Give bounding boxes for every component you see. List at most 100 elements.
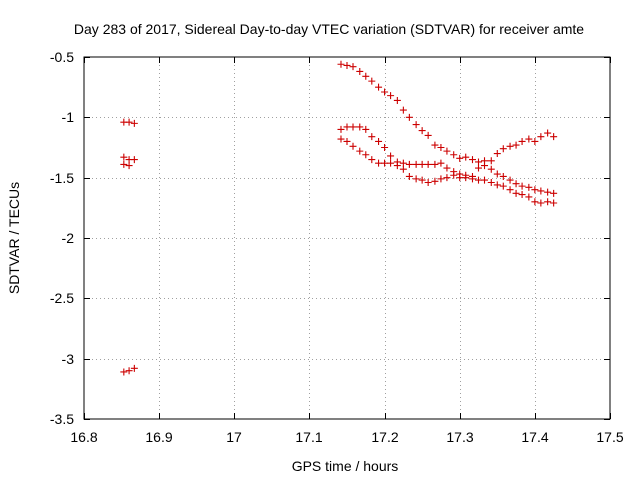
- data-point: [487, 165, 495, 173]
- data-point: [550, 189, 558, 197]
- data-point: [499, 145, 507, 153]
- data-point: [120, 368, 128, 376]
- data-point: [393, 162, 401, 170]
- data-point: [418, 160, 426, 168]
- data-point: [125, 118, 133, 126]
- data-point: [456, 174, 464, 182]
- data-point: [443, 147, 451, 155]
- data-point: [337, 60, 345, 68]
- data-point: [130, 156, 138, 164]
- data-point: [375, 159, 383, 167]
- data-point: [349, 63, 357, 71]
- x-tick-label: 17.2: [371, 429, 398, 445]
- data-point: [481, 162, 489, 170]
- data-point: [405, 172, 413, 180]
- data-point: [475, 176, 482, 184]
- data-point: [343, 61, 351, 69]
- data-point: [375, 83, 383, 91]
- data-point: [424, 131, 432, 139]
- series-6: [337, 123, 558, 197]
- data-point: [418, 127, 426, 135]
- data-points: [120, 60, 558, 376]
- data-point: [424, 160, 432, 168]
- data-point: [531, 186, 539, 194]
- data-point: [343, 123, 351, 131]
- data-point: [468, 156, 476, 164]
- data-point: [525, 135, 533, 143]
- data-point: [537, 199, 545, 207]
- y-tick-label: -2.5: [50, 290, 74, 306]
- data-point: [387, 159, 395, 167]
- chart-title: Day 283 of 2017, Sidereal Day-to-day VTE…: [74, 21, 584, 37]
- data-point: [499, 182, 507, 190]
- data-point: [456, 154, 464, 162]
- data-point: [506, 186, 514, 194]
- y-tick-label: -3.5: [50, 411, 74, 427]
- data-point: [462, 153, 470, 161]
- data-point: [437, 144, 445, 151]
- data-point: [412, 160, 420, 168]
- data-point: [337, 135, 345, 143]
- data-point: [443, 164, 451, 172]
- x-tick-label: 17.4: [521, 429, 548, 445]
- y-tick-label: -1.5: [50, 170, 74, 186]
- data-point: [531, 137, 539, 145]
- data-point: [531, 198, 539, 206]
- x-tick-label: 17.3: [446, 429, 473, 445]
- axis-ticks: [84, 57, 611, 420]
- data-point: [512, 189, 520, 197]
- data-point: [487, 157, 495, 165]
- data-point: [393, 96, 401, 104]
- data-point: [130, 364, 138, 372]
- data-point: [431, 160, 439, 168]
- data-point: [437, 159, 445, 167]
- x-tick-label: 16.9: [145, 429, 172, 445]
- data-point: [356, 123, 364, 131]
- data-point: [512, 141, 520, 149]
- data-point: [518, 182, 526, 190]
- x-tick-label: 17.1: [295, 429, 322, 445]
- data-point: [462, 174, 470, 182]
- data-point: [362, 72, 370, 80]
- data-point: [443, 174, 451, 182]
- data-point: [343, 137, 351, 145]
- data-point: [125, 162, 133, 170]
- data-point: [506, 176, 514, 184]
- data-point: [512, 180, 520, 188]
- data-point: [405, 113, 413, 121]
- data-point: [525, 193, 533, 201]
- data-point: [362, 125, 370, 133]
- series-1: [120, 118, 138, 127]
- y-tick-label: -0.5: [50, 49, 74, 65]
- data-point: [387, 152, 395, 160]
- axis-tick-labels: 16.8 16.9 17 17.1 17.2 17.3 17.4 17.5 -0.5 -1 -1.5…: [50, 49, 624, 445]
- data-point: [493, 170, 501, 178]
- data-point: [412, 121, 420, 129]
- data-point: [431, 177, 439, 185]
- series-3: [120, 160, 133, 170]
- data-point: [349, 123, 357, 131]
- data-point: [481, 176, 489, 184]
- data-point: [468, 175, 476, 183]
- data-point: [544, 188, 552, 196]
- data-point: [450, 171, 458, 179]
- data-point: [120, 153, 128, 161]
- y-tick-label: -2: [62, 230, 75, 246]
- data-point: [356, 67, 364, 75]
- data-point: [537, 187, 545, 195]
- data-point: [544, 129, 552, 137]
- data-point: [487, 178, 495, 186]
- series-2: [120, 153, 138, 164]
- data-point: [518, 137, 526, 145]
- data-point: [537, 133, 545, 141]
- data-point: [499, 172, 507, 180]
- y-axis-label: SDTVAR / TECUs: [6, 182, 22, 294]
- data-point: [381, 88, 389, 96]
- data-point: [362, 151, 370, 159]
- data-point: [368, 133, 376, 141]
- data-point: [349, 142, 357, 150]
- data-point: [550, 199, 558, 207]
- series-5: [337, 60, 558, 166]
- data-point: [356, 147, 364, 155]
